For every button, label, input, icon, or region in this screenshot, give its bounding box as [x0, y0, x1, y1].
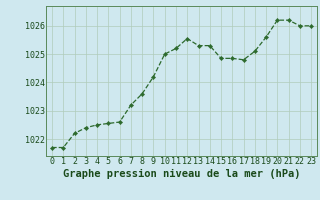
X-axis label: Graphe pression niveau de la mer (hPa): Graphe pression niveau de la mer (hPa) — [63, 169, 300, 179]
